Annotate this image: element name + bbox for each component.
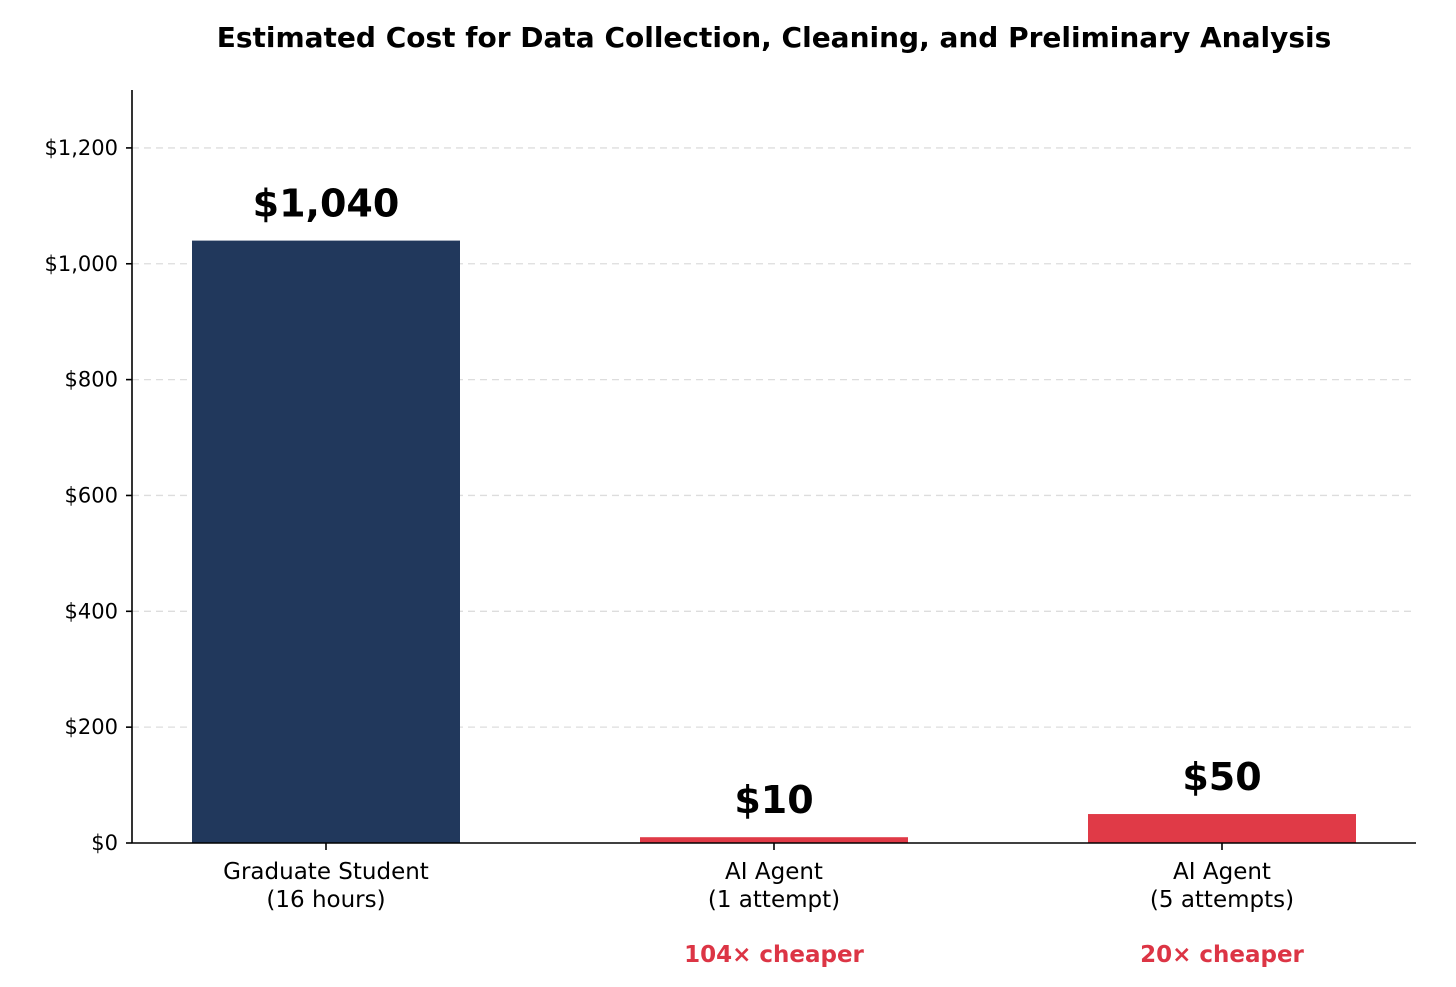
savings-annotation: 20× cheaper <box>1140 942 1304 968</box>
x-tick-label: (1 attempt) <box>708 887 840 913</box>
y-tick-label: $800 <box>65 368 118 392</box>
bar <box>640 837 908 843</box>
y-tick-label: $1,000 <box>45 252 118 276</box>
y-tick-label: $0 <box>91 831 118 855</box>
x-tick-label: AI Agent <box>1173 859 1271 885</box>
value-labels: $1,040 $10 $50 <box>253 182 1262 823</box>
gridlines <box>132 147 1416 728</box>
y-tick-label: $600 <box>65 483 118 507</box>
data-label: $10 <box>734 778 813 822</box>
annotations: 104× cheaper 20× cheaper <box>684 942 1304 968</box>
data-label: $50 <box>1182 755 1261 799</box>
chart-title: Estimated Cost for Data Collection, Clea… <box>217 21 1332 54</box>
x-tick-label: AI Agent <box>725 859 823 885</box>
x-tick-label: (16 hours) <box>266 887 385 913</box>
y-tick-label: $200 <box>65 715 118 739</box>
data-label: $1,040 <box>253 182 400 226</box>
y-ticks: $0 $200 $400 $600 $800 $1,000 $1,200 <box>45 136 132 855</box>
x-ticks: Graduate Student(16 hours)AI Agent(1 att… <box>223 843 1294 913</box>
y-tick-label: $400 <box>65 599 118 623</box>
bar <box>192 240 460 844</box>
x-tick-label: Graduate Student <box>223 859 429 885</box>
savings-annotation: 104× cheaper <box>684 942 864 968</box>
bar <box>1088 814 1356 843</box>
y-tick-label: $1,200 <box>45 136 118 160</box>
x-tick-label: (5 attempts) <box>1150 887 1294 913</box>
bars <box>192 240 1356 844</box>
